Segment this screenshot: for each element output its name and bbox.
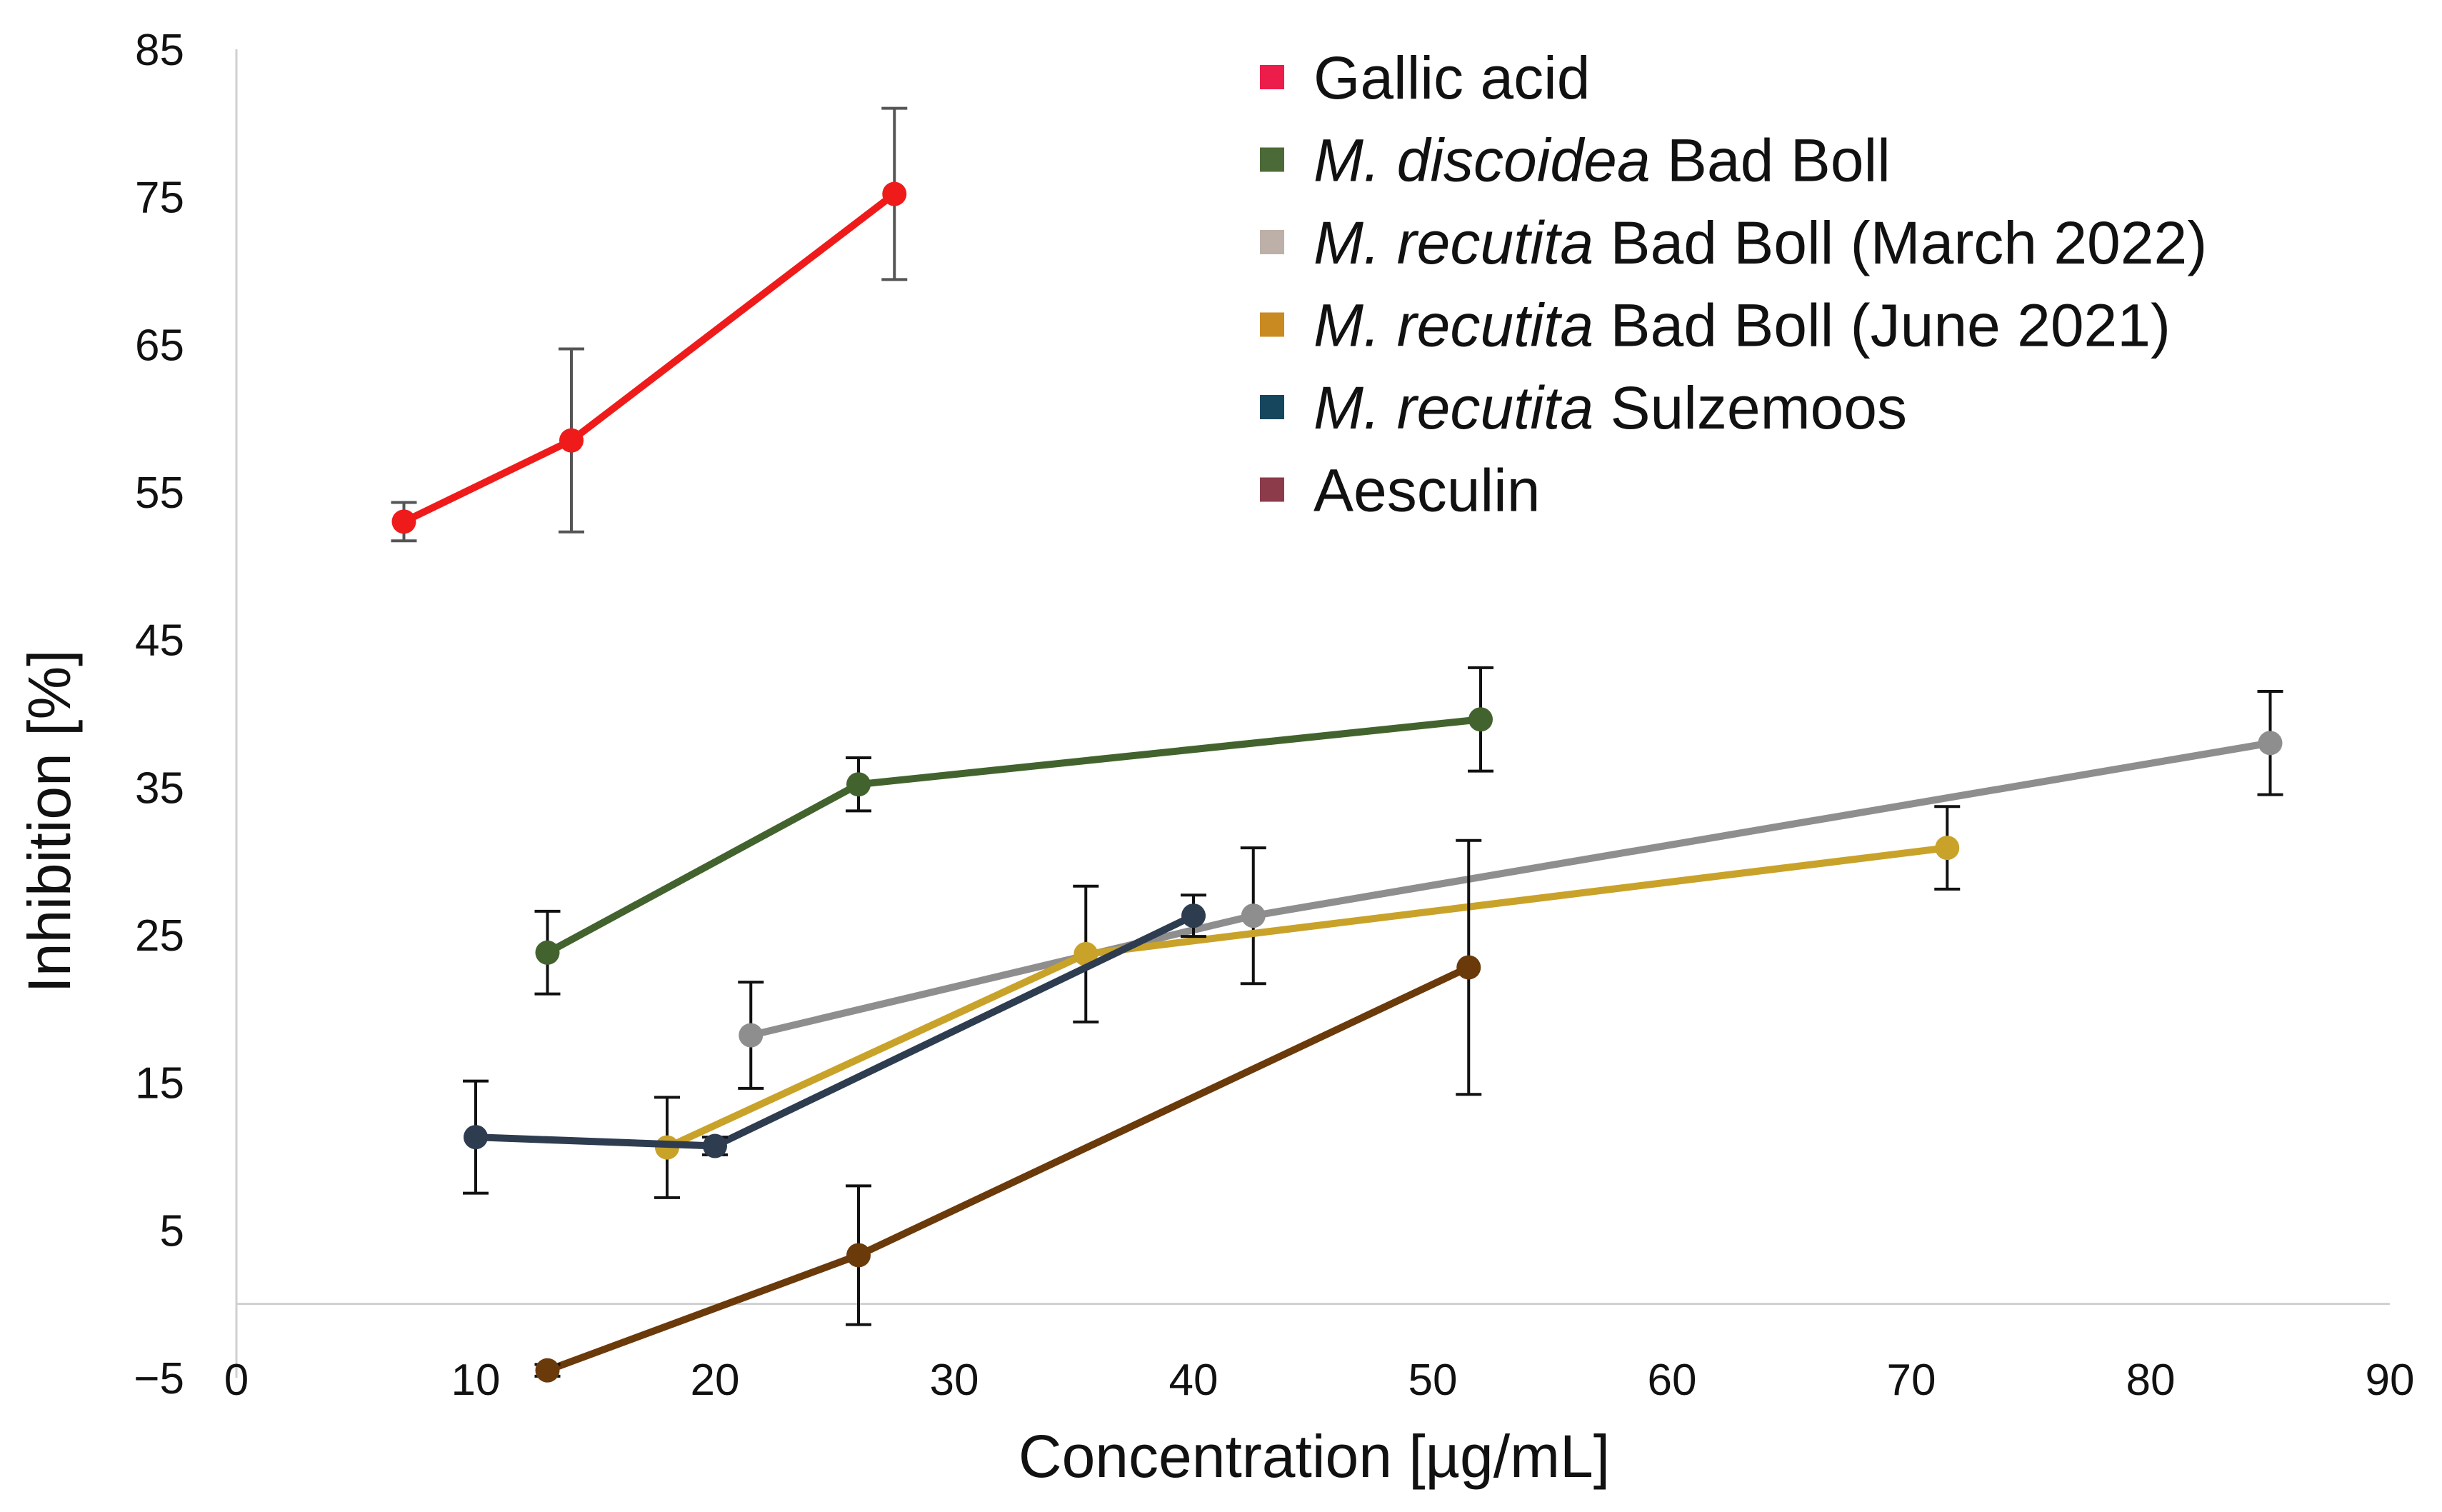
x-tick-label: 30 xyxy=(930,1356,979,1405)
series-line xyxy=(747,739,2274,1039)
y-tick-label: 85 xyxy=(135,26,184,75)
y-tick-label: 55 xyxy=(135,469,184,518)
legend-label: M. recutita Bad Boll (June 2021) xyxy=(1313,292,2171,359)
y-axis-title: Inhibition [%] xyxy=(16,650,83,993)
legend-label: Gallic acid xyxy=(1313,44,1590,111)
legend-label-text: Gallic acid xyxy=(1313,44,1590,111)
data-point xyxy=(535,940,560,965)
legend-swatch xyxy=(1260,312,1284,337)
series-1 xyxy=(534,666,1493,996)
legend-item: M. recutita Sulzemoos xyxy=(1260,374,1907,441)
data-point xyxy=(703,1133,727,1158)
legend-label-text: Bad Boll (June 2021) xyxy=(1593,292,2171,359)
data-point xyxy=(1074,941,1099,966)
data-point xyxy=(1456,955,1481,980)
x-tick-label: 20 xyxy=(691,1356,740,1405)
x-tick-label: 90 xyxy=(2366,1356,2415,1405)
y-tick-label: 65 xyxy=(135,321,184,370)
legend-item: M. discoidea Bad Boll xyxy=(1260,127,1891,194)
legend-label-text: Sulzemoos xyxy=(1593,374,1907,441)
series-line xyxy=(664,844,1951,1151)
legend-swatch xyxy=(1260,147,1284,172)
y-tick-label: 5 xyxy=(160,1206,184,1256)
x-tick-label: 60 xyxy=(1648,1356,1697,1405)
legend-swatch xyxy=(1260,477,1284,502)
legend-label: Aesculin xyxy=(1313,457,1541,524)
data-point xyxy=(1241,903,1266,928)
legend-label-species: M. discoidea xyxy=(1313,127,1651,194)
legend: Gallic acid M. discoidea Bad Boll M. recut… xyxy=(1260,44,2207,524)
legend-label-species: M. recutita xyxy=(1313,209,1593,276)
y-tick-label: 35 xyxy=(135,763,184,813)
legend-label-text: Bad Boll xyxy=(1651,127,1891,194)
y-tick-label: −5 xyxy=(134,1354,184,1403)
legend-label: M. recutita Bad Boll (March 2022) xyxy=(1313,209,2207,276)
series-line xyxy=(544,963,1473,1374)
data-point xyxy=(559,428,584,453)
data-point xyxy=(391,509,416,534)
series-0 xyxy=(391,106,908,543)
data-point xyxy=(2258,731,2283,756)
series-2 xyxy=(738,690,2283,1090)
legend-swatch xyxy=(1260,230,1284,254)
legend-label: M. recutita Sulzemoos xyxy=(1313,374,1907,441)
data-point xyxy=(1935,836,1960,861)
x-tick-label: 40 xyxy=(1169,1356,1219,1405)
legend-label-species: M. recutita xyxy=(1313,374,1593,441)
x-tick-label: 10 xyxy=(451,1356,501,1405)
x-tick-label: 0 xyxy=(224,1356,249,1405)
legend-swatch xyxy=(1260,395,1284,419)
data-point xyxy=(535,1358,560,1383)
x-axis-title: Concentration [µg/mL] xyxy=(1019,1423,1610,1490)
x-tick-label: 80 xyxy=(2126,1356,2176,1405)
legend-label-species: M. recutita xyxy=(1313,292,1593,359)
data-point xyxy=(846,772,871,797)
x-tick-label: 70 xyxy=(1887,1356,1936,1405)
tick-labels: 0 10 20 30 40 50 60 70 80 90 −5 5 15 25 35 45 55 65 75 85 xyxy=(134,26,2414,1405)
y-tick-label: 25 xyxy=(135,911,184,961)
data-point xyxy=(1181,903,1206,928)
data-point xyxy=(739,1023,764,1048)
data-point xyxy=(882,181,907,206)
plot-area xyxy=(391,106,2283,1383)
series-3 xyxy=(654,805,1961,1199)
data-point xyxy=(846,1243,871,1268)
axes xyxy=(235,49,2390,1378)
legend-item: M. recutita Bad Boll (March 2022) xyxy=(1260,209,2207,276)
legend-swatch xyxy=(1260,65,1284,89)
legend-label-text: Aesculin xyxy=(1313,457,1541,524)
y-tick-label: 75 xyxy=(135,174,184,223)
series-line xyxy=(400,190,899,526)
x-tick-label: 50 xyxy=(1408,1356,1458,1405)
legend-item: M. recutita Bad Boll (June 2021) xyxy=(1260,292,2171,359)
legend-label-text: Bad Boll (March 2022) xyxy=(1593,209,2207,276)
legend-item: Gallic acid xyxy=(1260,44,1590,111)
series-5 xyxy=(534,838,1482,1383)
data-point xyxy=(464,1125,488,1150)
data-point xyxy=(1468,707,1493,732)
series-4 xyxy=(463,893,1206,1195)
y-tick-label: 15 xyxy=(135,1059,184,1108)
series-line xyxy=(544,716,1484,956)
y-tick-label: 45 xyxy=(135,616,184,666)
legend-label: M. discoidea Bad Boll xyxy=(1313,127,1891,194)
legend-item: Aesculin xyxy=(1260,457,1541,524)
